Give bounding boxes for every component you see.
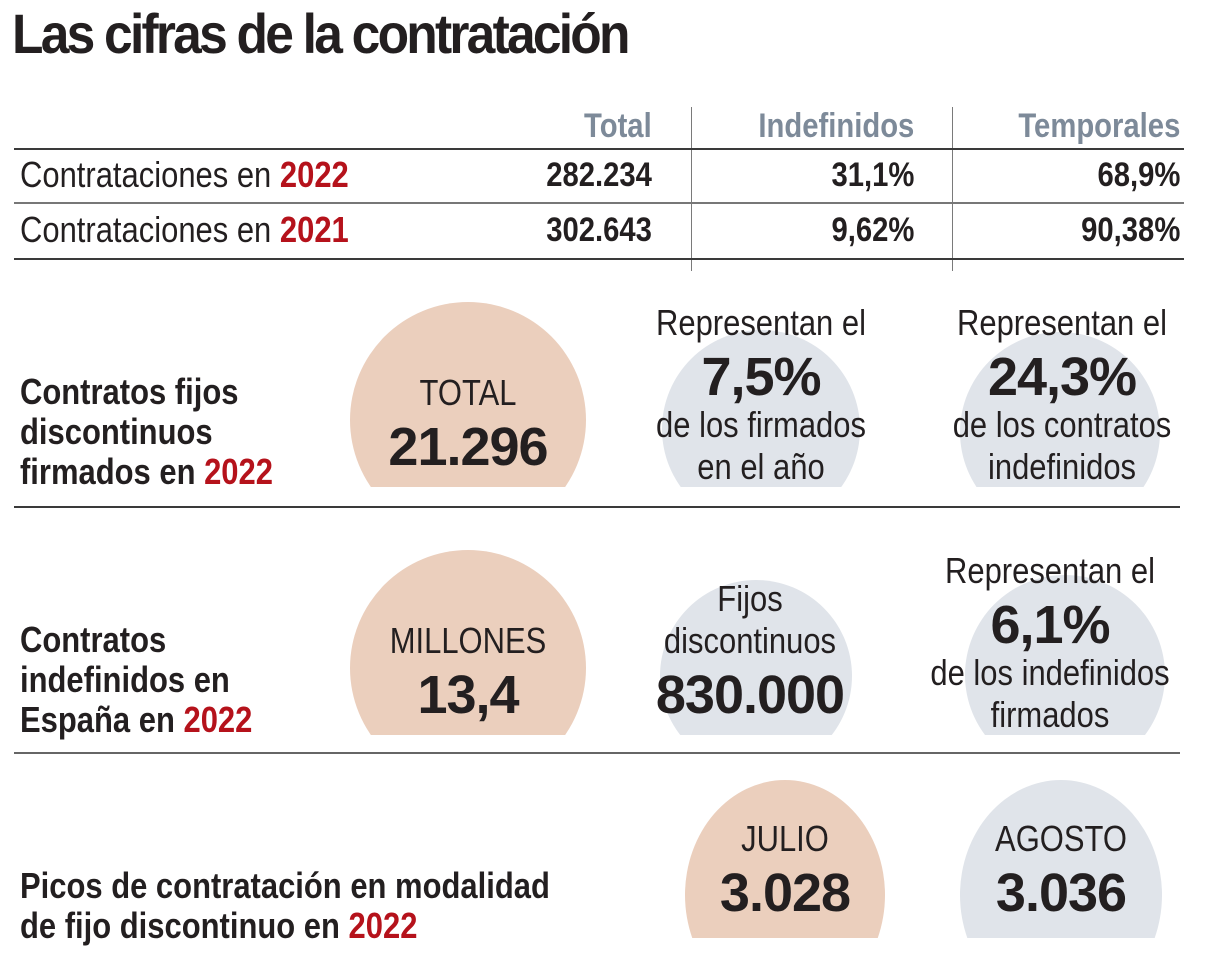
stat-top: Representan el [956,302,1167,343]
stat-value: 6,1% [990,595,1110,655]
millones-caption: MILLONES [389,620,547,661]
column-header-total: Total [584,107,652,145]
section-year: 2022 [204,451,273,492]
section-label: Picos de contratación en modalidad de fi… [20,866,550,946]
label-line: Contratos [20,619,167,660]
stat-bottom: de los firmados [656,404,866,445]
cell-indefinidos: 9,62% [831,211,914,249]
stat-dome [960,332,1160,487]
stat-bottom: de los contratos [952,404,1172,445]
stat-value: 24,3% [987,347,1137,407]
row-label-text: Contrataciones en [20,154,272,195]
cell-total: 302.643 [546,211,652,249]
section-divider [14,506,1180,508]
cell-temporales: 90,38% [1080,211,1180,249]
label-line: de fijo discontinuo en [20,905,340,946]
stat-bottom: en el año [697,446,825,487]
peak-caption: AGOSTO [995,818,1127,859]
total-value: 21.296 [388,417,548,477]
row-label: Contrataciones en 2022 [20,153,349,197]
cell-temporales: 68,9% [1097,156,1180,194]
column-header-indefinidos: Indefinidos [758,107,914,145]
stat-bottom: de los indefinidos [930,652,1170,693]
total-dome [350,302,586,487]
row-label: Contrataciones en 2021 [20,208,349,252]
peak-value: 3.028 [719,863,851,923]
label-line: discontinuos [20,411,213,452]
cell-total: 282.234 [546,156,652,194]
stat-top: Fijos [717,578,783,619]
column-header-temporales: Temporales [1018,107,1180,145]
peak-value: 3.036 [995,863,1127,923]
stat-top: discontinuos [663,620,837,661]
table-divider [14,148,1184,150]
stat-bottom: indefinidos [987,446,1137,487]
label-line: Contratos fijos [20,371,239,412]
total-caption: TOTAL [419,372,517,413]
label-line: España en [20,699,175,740]
label-line: indefinidos en [20,659,230,700]
table-divider [14,202,1184,204]
agosto-dome [960,780,1162,938]
column-divider [952,107,953,271]
section-divider [14,752,1180,754]
stat-top: Representan el [944,550,1155,591]
stat-dome [965,575,1165,735]
section-label: Contratos fijos discontinuos firmados en… [20,372,273,492]
row-year: 2022 [279,154,349,195]
label-line: Picos de contratación en modalidad [20,865,550,906]
stat-value: 7,5% [701,347,821,407]
label-line: firmados en [20,451,196,492]
table-divider [14,258,1184,260]
section-year: 2022 [348,905,418,946]
millones-value: 13,4 [417,665,519,725]
section-year: 2022 [183,699,253,740]
millones-dome [350,550,586,735]
row-year: 2021 [279,209,349,250]
column-divider [691,107,692,271]
section-label: Contratos indefinidos en España en 2022 [20,620,252,740]
stat-dome [660,580,852,735]
peak-caption: JULIO [741,818,829,859]
stat-value: 830.000 [655,665,845,725]
julio-dome [685,780,885,938]
stat-bottom: firmados [990,694,1110,735]
page-title: Las cifras de la contratación [12,2,630,65]
stat-top: Representan el [655,302,866,343]
row-label-text: Contrataciones en [20,209,272,250]
stat-dome [662,330,860,487]
cell-indefinidos: 31,1% [831,156,914,194]
